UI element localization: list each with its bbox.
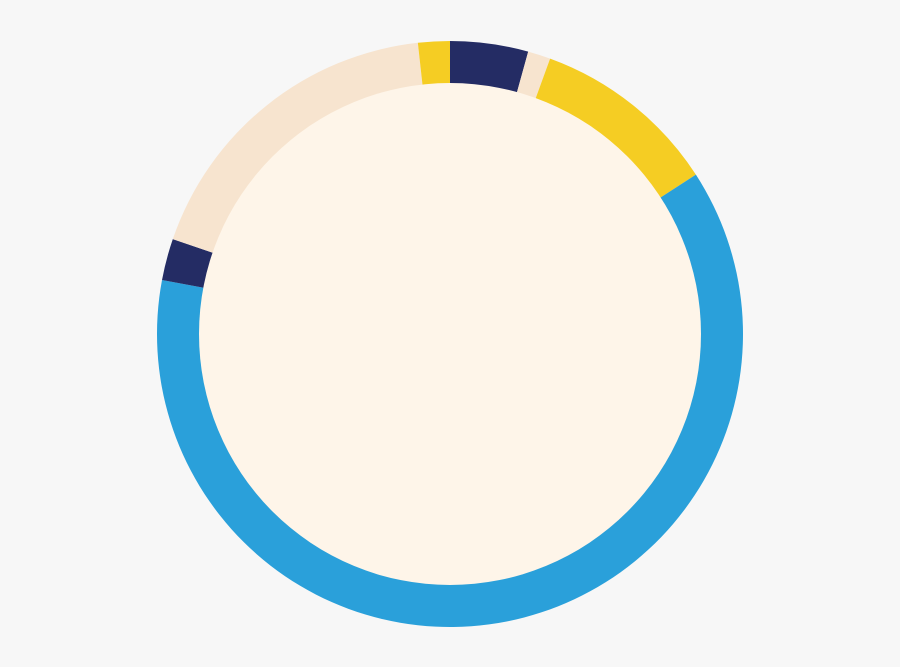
donut-center — [199, 83, 701, 585]
donut-segment-1 — [450, 41, 529, 94]
donut-segment-7 — [417, 41, 450, 86]
donut-segment-5 — [162, 239, 214, 288]
donut-segment-2 — [516, 51, 551, 100]
donut-segment-4 — [157, 174, 744, 628]
donut-segment-3 — [535, 58, 696, 199]
donut-segment-6 — [172, 42, 423, 254]
